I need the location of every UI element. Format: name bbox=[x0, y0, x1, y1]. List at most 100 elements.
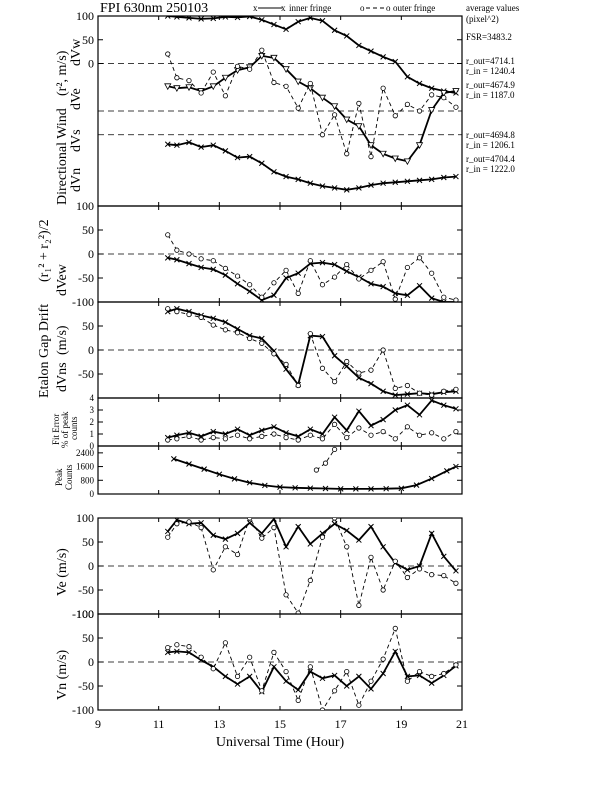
marker-circle bbox=[186, 78, 192, 84]
marker-x bbox=[271, 423, 277, 430]
marker-x bbox=[246, 153, 253, 160]
marker-circle bbox=[283, 267, 289, 273]
ylabel-ve: Ve (m/s) bbox=[55, 548, 70, 596]
marker-x bbox=[234, 326, 241, 332]
marker-circle bbox=[322, 460, 329, 466]
marker-x bbox=[164, 649, 171, 656]
marker-x bbox=[210, 428, 217, 435]
marker-x bbox=[307, 541, 314, 547]
marker-circle bbox=[222, 436, 228, 442]
marker-circle bbox=[331, 112, 338, 118]
marker-x bbox=[246, 479, 253, 486]
marker-x bbox=[404, 292, 411, 299]
marker-x bbox=[164, 254, 171, 261]
y-tick-label: 50 bbox=[82, 319, 94, 333]
marker-circle bbox=[344, 151, 350, 157]
y-tick-label: 100 bbox=[76, 511, 94, 525]
marker-x bbox=[271, 663, 277, 670]
y-tick-label: -50 bbox=[78, 583, 94, 597]
marker-triangle bbox=[221, 74, 230, 82]
marker-x bbox=[343, 268, 350, 275]
marker-x bbox=[186, 260, 192, 267]
marker-circle bbox=[392, 296, 398, 302]
marker-triangle bbox=[355, 123, 363, 131]
marker-circle bbox=[429, 270, 435, 276]
marker-circle bbox=[210, 567, 216, 573]
marker-circle bbox=[380, 85, 386, 91]
marker-x bbox=[392, 648, 399, 655]
marker-x bbox=[428, 398, 435, 404]
marker-circle bbox=[259, 433, 265, 439]
marker-circle bbox=[331, 446, 338, 453]
marker-triangle bbox=[282, 66, 290, 74]
y-tick-label: 1600 bbox=[76, 462, 95, 472]
marker-x bbox=[368, 48, 374, 55]
marker-x bbox=[258, 427, 265, 434]
marker-circle bbox=[404, 264, 410, 271]
marker-circle bbox=[198, 90, 204, 96]
marker-circle bbox=[234, 330, 241, 336]
marker-circle bbox=[453, 662, 459, 668]
marker-x bbox=[186, 649, 192, 656]
marker-circle bbox=[429, 392, 435, 398]
marker-x bbox=[271, 21, 277, 28]
marker-circle bbox=[356, 602, 362, 608]
marker-circle bbox=[429, 430, 435, 436]
marker-x bbox=[356, 42, 362, 49]
marker-x bbox=[307, 180, 314, 187]
marker-circle bbox=[380, 587, 386, 593]
marker-circle bbox=[295, 437, 301, 443]
marker-x bbox=[295, 176, 302, 183]
legend: x x inner fringe o o outer fringe bbox=[253, 3, 435, 13]
marker-x bbox=[428, 85, 435, 92]
marker-x bbox=[186, 16, 192, 21]
marker-circle bbox=[210, 434, 216, 441]
marker-x bbox=[198, 144, 204, 150]
marker-x bbox=[234, 681, 241, 687]
marker-circle bbox=[259, 688, 265, 694]
ylabel-dvw: dVw bbox=[69, 38, 84, 66]
marker-x bbox=[174, 518, 180, 523]
marker-x bbox=[404, 73, 411, 80]
marker-circle bbox=[234, 432, 241, 438]
marker-x bbox=[356, 673, 362, 680]
marker-circle bbox=[247, 282, 253, 288]
marker-x bbox=[337, 486, 344, 492]
marker-x bbox=[356, 374, 362, 381]
marker-x bbox=[319, 431, 326, 437]
marker-circle bbox=[404, 678, 410, 684]
x-tick-label: 19 bbox=[395, 717, 407, 731]
marker-circle bbox=[234, 551, 241, 558]
marker-circle bbox=[331, 379, 338, 385]
panel-dvew: 100 50 0 -50 -100 bbox=[72, 199, 463, 309]
y-tick-label: -50 bbox=[78, 367, 94, 381]
marker-circle bbox=[307, 664, 313, 670]
marker-x bbox=[404, 178, 411, 185]
marker-circle bbox=[210, 69, 216, 75]
legend-outer-label: outer fringe bbox=[393, 3, 435, 13]
marker-x bbox=[164, 528, 171, 535]
marker-circle bbox=[453, 580, 459, 586]
y-tick-label: 0 bbox=[88, 559, 94, 573]
marker-x bbox=[343, 427, 350, 434]
panel-vn: 100 50 0 -50 -100 bbox=[72, 607, 463, 717]
marker-x bbox=[186, 139, 192, 146]
w-out-label: r_out=4714.1 bbox=[466, 56, 515, 66]
marker-x bbox=[343, 527, 350, 534]
marker-circle bbox=[441, 572, 447, 579]
y-tick-label: 2400 bbox=[76, 448, 95, 458]
marker-circle bbox=[368, 154, 374, 160]
ylabel-directional-wind: Directional Wind bbox=[55, 108, 70, 205]
marker-x bbox=[428, 680, 435, 686]
marker-x bbox=[283, 26, 289, 33]
marker-x bbox=[416, 177, 423, 184]
marker-triangle bbox=[403, 158, 412, 166]
marker-circle bbox=[271, 431, 277, 437]
y-tick-label: 100 bbox=[76, 199, 94, 213]
marker-triangle bbox=[330, 103, 339, 111]
marker-circle bbox=[368, 554, 374, 560]
marker-x bbox=[210, 532, 217, 539]
marker-circle bbox=[247, 66, 253, 72]
marker-circle bbox=[356, 702, 362, 708]
